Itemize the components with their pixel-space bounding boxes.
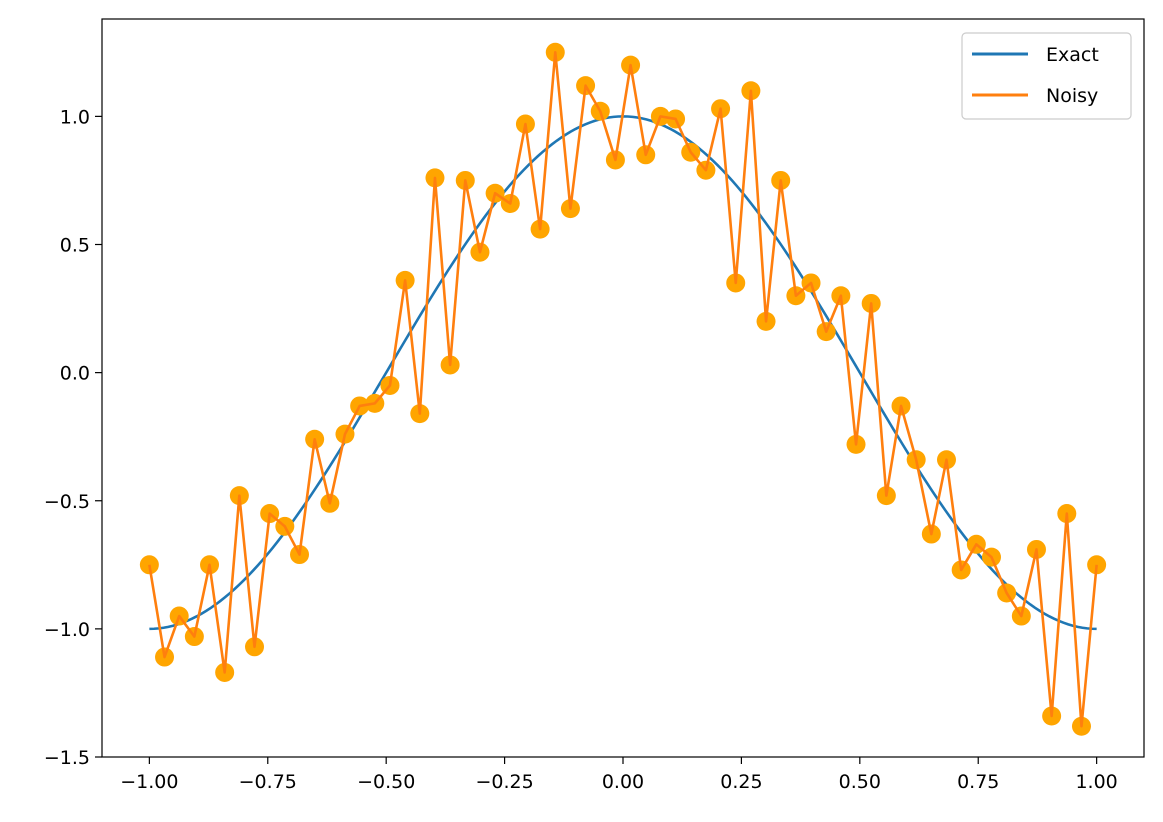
x-tick-label: 0.75 [957, 771, 999, 793]
y-axis: −1.5 −1.0 −0.5 0.0 0.5 1.0 [44, 106, 102, 769]
y-tick-label: 1.0 [60, 106, 90, 128]
x-tick-label: 1.00 [1075, 771, 1117, 793]
x-tick-label: −0.75 [239, 771, 297, 793]
x-tick-label: 0.25 [720, 771, 762, 793]
legend-label-noisy: Noisy [1046, 85, 1098, 107]
x-tick-label: −1.00 [120, 771, 178, 793]
y-tick-label: 0.0 [60, 363, 90, 385]
legend-label-exact: Exact [1046, 44, 1099, 66]
series-layer [139, 42, 1107, 736]
x-tick-label: −0.50 [357, 771, 415, 793]
series-line-noisy [148, 51, 1098, 728]
x-tick-label: 0.00 [602, 771, 644, 793]
y-tick-label: −1.5 [44, 747, 90, 769]
legend: Exact Noisy [961, 32, 1132, 120]
x-tick-label: −0.25 [475, 771, 533, 793]
y-tick-label: −1.0 [44, 619, 90, 641]
y-tick-label: −0.5 [44, 491, 90, 513]
x-axis: −1.00 −0.75 −0.50 −0.25 0.00 0.25 0.50 0.75 1.00 [120, 757, 1118, 793]
y-tick-label: 0.5 [60, 235, 90, 257]
x-tick-label: 0.50 [839, 771, 881, 793]
